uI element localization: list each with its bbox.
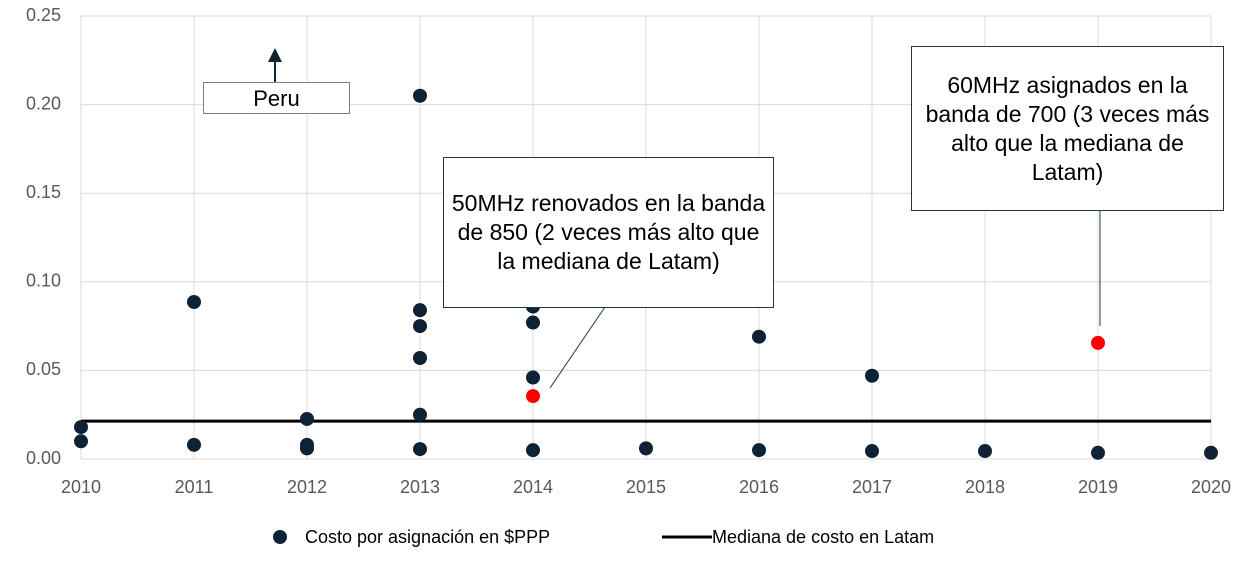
point bbox=[1091, 445, 1105, 460]
annotation: 50MHz renovados en la banda de 850 (2 ve… bbox=[443, 157, 774, 308]
x-tick-label: 2015 bbox=[626, 477, 666, 497]
annotation: 60MHz asignados en la banda de 700 (3 ve… bbox=[911, 46, 1224, 211]
point bbox=[752, 443, 766, 458]
point bbox=[639, 441, 653, 456]
point bbox=[865, 444, 879, 459]
point bbox=[413, 350, 427, 365]
x-tick-label: 2013 bbox=[400, 477, 440, 497]
point bbox=[526, 443, 540, 458]
point bbox=[187, 295, 201, 310]
arrow-head bbox=[268, 48, 282, 62]
point bbox=[865, 368, 879, 383]
y-tick-label: 0.25 bbox=[26, 5, 61, 25]
point bbox=[74, 420, 88, 435]
x-tick-label: 2012 bbox=[287, 477, 327, 497]
y-tick-label: 0.10 bbox=[26, 271, 61, 291]
point bbox=[300, 411, 314, 426]
y-tick-label: 0.15 bbox=[26, 182, 61, 202]
point bbox=[526, 315, 540, 330]
point bbox=[300, 441, 314, 456]
legend-marker bbox=[273, 530, 287, 544]
y-tick-label: 0.05 bbox=[26, 359, 61, 379]
x-tick-label: 2019 bbox=[1078, 477, 1118, 497]
x-tick-label: 2014 bbox=[513, 477, 553, 497]
x-tick-label: 2010 bbox=[61, 477, 101, 497]
point bbox=[1091, 335, 1105, 350]
point bbox=[413, 303, 427, 318]
x-tick-label: 2016 bbox=[739, 477, 779, 497]
point bbox=[187, 437, 201, 452]
point bbox=[526, 370, 540, 385]
point bbox=[978, 444, 992, 459]
x-tick-label: 2011 bbox=[175, 477, 214, 497]
y-tick-label: 0.20 bbox=[26, 93, 61, 113]
legend-label: Mediana de costo en Latam bbox=[712, 527, 935, 547]
point bbox=[526, 389, 540, 404]
x-tick-label: 2017 bbox=[852, 477, 892, 497]
point bbox=[413, 407, 427, 422]
annotation: Peru bbox=[203, 82, 350, 114]
x-tick-label: 2018 bbox=[965, 477, 1005, 497]
legend-label: Costo por asignación en $PPP bbox=[305, 527, 551, 547]
point bbox=[74, 434, 88, 449]
point bbox=[752, 329, 766, 344]
point bbox=[413, 319, 427, 334]
point bbox=[413, 442, 427, 457]
connector bbox=[549, 306, 606, 389]
y-tick-label: 0.00 bbox=[26, 448, 61, 468]
x-tick-label: 2020 bbox=[1191, 477, 1231, 497]
point bbox=[1204, 445, 1218, 460]
point bbox=[413, 88, 427, 103]
